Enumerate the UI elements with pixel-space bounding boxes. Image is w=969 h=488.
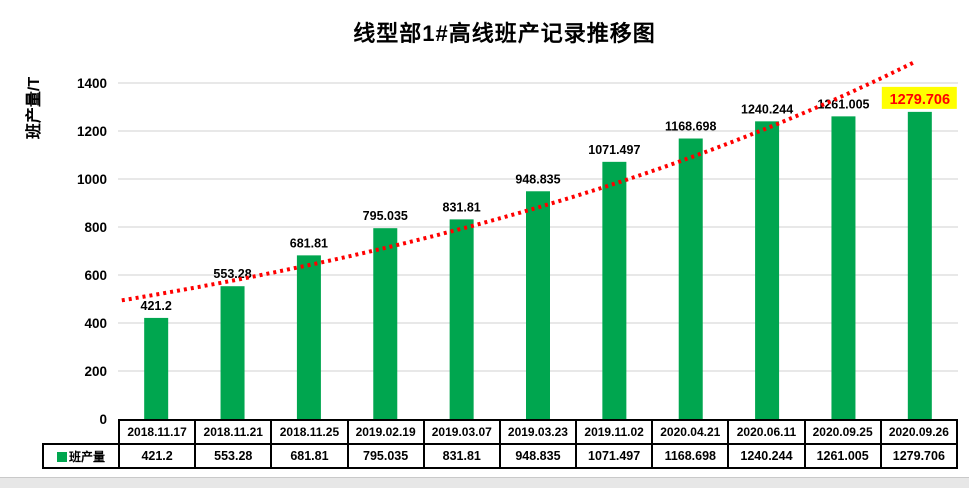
category-cell: 2020.06.11 [727, 419, 806, 445]
category-cell: 2019.03.07 [422, 419, 501, 445]
y-tick-label: 1200 [77, 124, 107, 139]
bar[interactable] [373, 228, 398, 419]
plot-svg: 0 200 400 600 800 1000 1200 1400 421.2 553.28 681.… [77, 59, 958, 427]
category-cell: 2020.04.21 [651, 419, 730, 445]
bar[interactable] [678, 138, 703, 419]
bar-label: 1240.244 [741, 102, 793, 116]
value-cell: 1168.698 [651, 443, 730, 469]
value-cell: 831.81 [422, 443, 501, 469]
bar[interactable] [449, 219, 474, 419]
series-legend-swatch-icon [56, 451, 67, 462]
y-tick-label: 400 [84, 316, 107, 331]
table-row: 2018.11.17 2018.11.21 2018.11.25 2019.02.19… [43, 419, 959, 445]
value-cell: 1240.244 [727, 443, 806, 469]
category-cell: 2020.09.26 [879, 419, 959, 445]
y-tick-label: 0 [99, 412, 107, 427]
highlight-label-background [881, 86, 957, 109]
bar[interactable] [755, 121, 780, 420]
category-cell: 2018.11.17 [117, 419, 197, 445]
category-cell: 2019.02.19 [346, 419, 425, 445]
value-cell: 948.835 [498, 443, 578, 469]
bar-label: 421.2 [141, 299, 172, 313]
trendline[interactable] [121, 59, 917, 303]
value-cell: 1261.005 [803, 443, 882, 469]
bar-label: 681.81 [290, 236, 328, 250]
bar[interactable] [907, 111, 932, 420]
table-corner-blank [43, 420, 119, 444]
bar-label: 553.28 [213, 267, 251, 281]
value-cell: 1071.497 [575, 443, 654, 469]
value-cell: 795.035 [346, 443, 425, 469]
bar[interactable] [144, 317, 169, 419]
y-tick-label: 600 [84, 268, 107, 283]
category-cell: 2019.11.02 [575, 419, 654, 445]
bar[interactable] [296, 255, 321, 419]
worksheet-background-strip [0, 477, 969, 488]
bar-label: 1261.005 [817, 97, 869, 111]
bar-label: 948.835 [515, 172, 560, 186]
data-table: 2018.11.17 2018.11.21 2018.11.25 2019.02.19… [42, 419, 959, 469]
value-cell: 681.81 [270, 443, 349, 469]
chart-data-table: 2018.11.17 2018.11.21 2018.11.25 2019.02.19… [42, 419, 959, 469]
y-tick-label: 1000 [77, 172, 107, 187]
bar-label: 831.81 [443, 200, 481, 214]
value-cell: 421.2 [117, 443, 197, 469]
category-cell: 2018.11.21 [194, 419, 273, 445]
table-row: 班产量 421.2 553.28 681.81 795.035 831.81 948.835… [42, 443, 959, 469]
category-cell: 2018.11.25 [270, 419, 349, 445]
bar-label: 1071.497 [588, 143, 640, 157]
y-tick-label: 200 [84, 364, 107, 379]
bar[interactable] [526, 191, 550, 419]
series-name-label: 班产量 [68, 449, 105, 464]
chart-title: 线型部1#高线班产记录推移图 [353, 21, 656, 46]
data-table-body: 2018.11.17 2018.11.21 2018.11.25 2019.02.19… [42, 419, 959, 469]
bar[interactable] [220, 286, 245, 419]
y-tick-label: 1400 [77, 76, 107, 91]
y-tick-label: 800 [84, 220, 107, 235]
category-cell: 2020.09.25 [803, 419, 882, 445]
series-legend-cell: 班产量 [42, 443, 120, 469]
bar-label: 1168.698 [665, 120, 716, 134]
value-cell: 553.28 [194, 443, 273, 469]
bar-label: 795.035 [363, 209, 408, 223]
value-cell: 1279.706 [879, 443, 959, 469]
bar[interactable] [831, 116, 856, 420]
bar[interactable] [602, 161, 627, 420]
category-cell: 2019.03.23 [498, 419, 578, 445]
bar-label-highlight: 1279.706 [890, 92, 950, 108]
